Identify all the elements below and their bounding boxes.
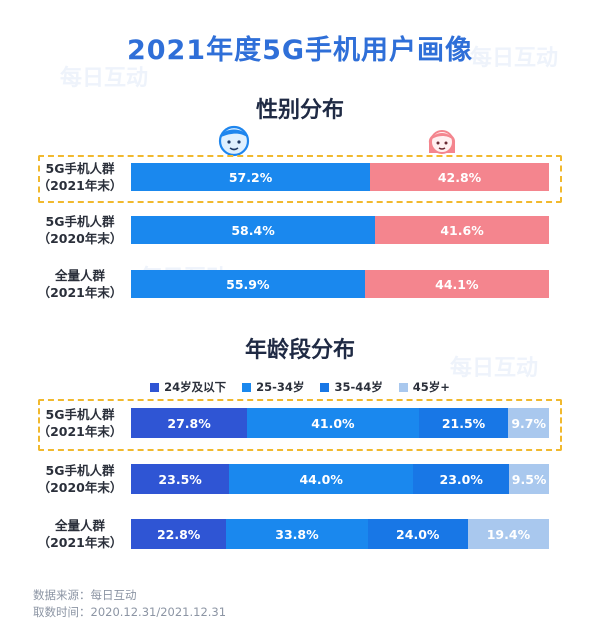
legend-swatch — [320, 382, 330, 392]
age-bar-segment: 27.8% — [131, 408, 248, 438]
legend-swatch — [150, 382, 160, 392]
age-bar-segment: 22.8% — [131, 519, 227, 549]
gender-bar-segment: 41.6% — [375, 216, 549, 244]
gender-bar-segment: 42.8% — [370, 163, 549, 191]
male-avatar-icon — [218, 125, 250, 157]
legend-item: 45岁+ — [398, 379, 450, 395]
age-bar-segment: 23.0% — [413, 464, 510, 494]
legend-label: 25-34岁 — [256, 380, 305, 394]
age-stacked-bar: 27.8% 41.0% 21.5% 9.7% — [131, 408, 549, 438]
legend-label: 24岁及以下 — [164, 380, 227, 394]
date-note: 取数时间：2020.12.31/2021.12.31 — [33, 605, 227, 619]
age-bar-segment: 21.5% — [418, 408, 509, 438]
gender-bar-segment: 55.9% — [131, 270, 365, 298]
legend-swatch — [242, 382, 252, 392]
age-stacked-bar: 23.5% 44.0% 23.0% 9.5% — [131, 464, 549, 494]
gender-category-label: 5G手机人群 （2020年末） — [37, 214, 123, 246]
age-bar-segment: 23.5% — [131, 464, 230, 494]
age-bar-segment: 9.5% — [509, 464, 549, 494]
age-legend: 24岁及以下 25-34岁 35-44岁 45岁+ — [0, 379, 600, 395]
age-category-label: 全量人群 （2021年末） — [37, 518, 123, 550]
gender-stacked-bar: 55.9% 44.1% — [131, 270, 549, 298]
legend-item: 25-34岁 — [242, 379, 304, 395]
gender-bar-segment: 58.4% — [131, 216, 376, 244]
age-bar-segment: 24.0% — [367, 519, 468, 549]
age-bar-segment: 44.0% — [229, 464, 414, 494]
highlight-frame-gender — [38, 155, 562, 203]
age-bar-segment: 9.7% — [508, 408, 549, 438]
gender-section-title: 性别分布 — [255, 98, 344, 123]
legend-item: 35-44岁 — [320, 379, 383, 395]
source-note: 数据来源：每日互动 — [33, 588, 137, 602]
gender-bar-segment: 44.1% — [364, 270, 549, 298]
legend-label: 35-44岁 — [334, 380, 383, 394]
legend-label: 45岁+ — [412, 380, 450, 394]
female-avatar-icon — [428, 130, 456, 154]
gender-bar-segment: 57.2% — [131, 163, 371, 191]
age-bar-segment: 19.4% — [467, 519, 549, 549]
age-bar-segment: 41.0% — [247, 408, 419, 438]
main-title: 2021年度5G手机用户画像 — [126, 35, 474, 66]
gender-category-label: 5G手机人群 （2021年末） — [37, 161, 123, 193]
legend-swatch — [398, 382, 408, 392]
gender-stacked-bar: 57.2% 42.8% — [131, 163, 549, 191]
age-stacked-bar: 22.8% 33.8% 24.0% 19.4% — [131, 519, 549, 549]
gender-stacked-bar: 58.4% 41.6% — [131, 216, 549, 244]
highlight-frame-age — [38, 399, 562, 451]
age-category-label: 5G手机人群 （2021年末） — [37, 407, 123, 439]
age-bar-segment: 33.8% — [226, 519, 368, 549]
gender-category-label: 全量人群 （2021年末） — [37, 268, 123, 300]
legend-item: 24岁及以下 — [150, 379, 226, 395]
age-section-title: 年龄段分布 — [244, 338, 355, 363]
age-category-label: 5G手机人群 （2020年末） — [37, 463, 123, 495]
